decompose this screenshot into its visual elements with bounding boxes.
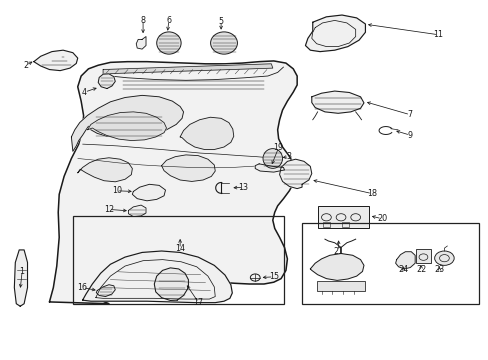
Text: 21: 21: [333, 247, 343, 256]
Text: 12: 12: [103, 205, 114, 214]
Text: 17: 17: [193, 298, 203, 307]
Circle shape: [434, 251, 453, 265]
Polygon shape: [305, 15, 365, 51]
Polygon shape: [98, 74, 115, 89]
Text: 1: 1: [20, 267, 24, 276]
Polygon shape: [180, 117, 233, 149]
Bar: [317, 206, 368, 228]
Polygon shape: [96, 285, 115, 297]
Polygon shape: [103, 64, 272, 74]
Ellipse shape: [157, 32, 181, 54]
Text: 11: 11: [433, 30, 443, 39]
Text: 4: 4: [82, 87, 87, 96]
Text: 23: 23: [434, 265, 444, 274]
Polygon shape: [87, 112, 166, 140]
Text: 24: 24: [398, 265, 407, 274]
Text: 15: 15: [268, 272, 278, 281]
Text: 19: 19: [273, 143, 283, 152]
Text: 14: 14: [175, 244, 185, 253]
Text: 3: 3: [286, 152, 291, 161]
Polygon shape: [128, 205, 146, 217]
Ellipse shape: [210, 32, 237, 54]
Polygon shape: [132, 184, 165, 201]
Text: 5: 5: [218, 17, 223, 26]
Bar: [322, 222, 329, 226]
Polygon shape: [395, 252, 414, 269]
Bar: [415, 249, 430, 263]
Text: 20: 20: [376, 214, 386, 223]
Text: 8: 8: [140, 15, 145, 24]
Polygon shape: [279, 159, 311, 189]
Polygon shape: [255, 164, 284, 172]
Polygon shape: [14, 250, 27, 306]
Bar: [316, 281, 365, 291]
Text: 18: 18: [366, 189, 376, 198]
Polygon shape: [154, 268, 188, 301]
Bar: [341, 222, 348, 226]
Text: 22: 22: [415, 265, 425, 274]
Polygon shape: [82, 251, 232, 303]
Polygon shape: [34, 50, 78, 71]
Text: 13: 13: [238, 183, 248, 192]
Text: 10: 10: [112, 186, 122, 195]
Text: 7: 7: [407, 110, 412, 119]
Polygon shape: [78, 158, 132, 182]
Ellipse shape: [263, 149, 282, 168]
Polygon shape: [71, 95, 183, 151]
Bar: [302, 223, 478, 304]
Text: 2: 2: [23, 61, 29, 70]
Polygon shape: [136, 37, 146, 49]
Text: 9: 9: [407, 131, 412, 140]
Text: 16: 16: [78, 283, 87, 292]
Polygon shape: [49, 61, 297, 304]
Polygon shape: [161, 155, 215, 181]
Text: 6: 6: [166, 16, 171, 25]
Polygon shape: [311, 91, 363, 113]
Polygon shape: [310, 253, 363, 280]
Bar: [73, 216, 283, 304]
